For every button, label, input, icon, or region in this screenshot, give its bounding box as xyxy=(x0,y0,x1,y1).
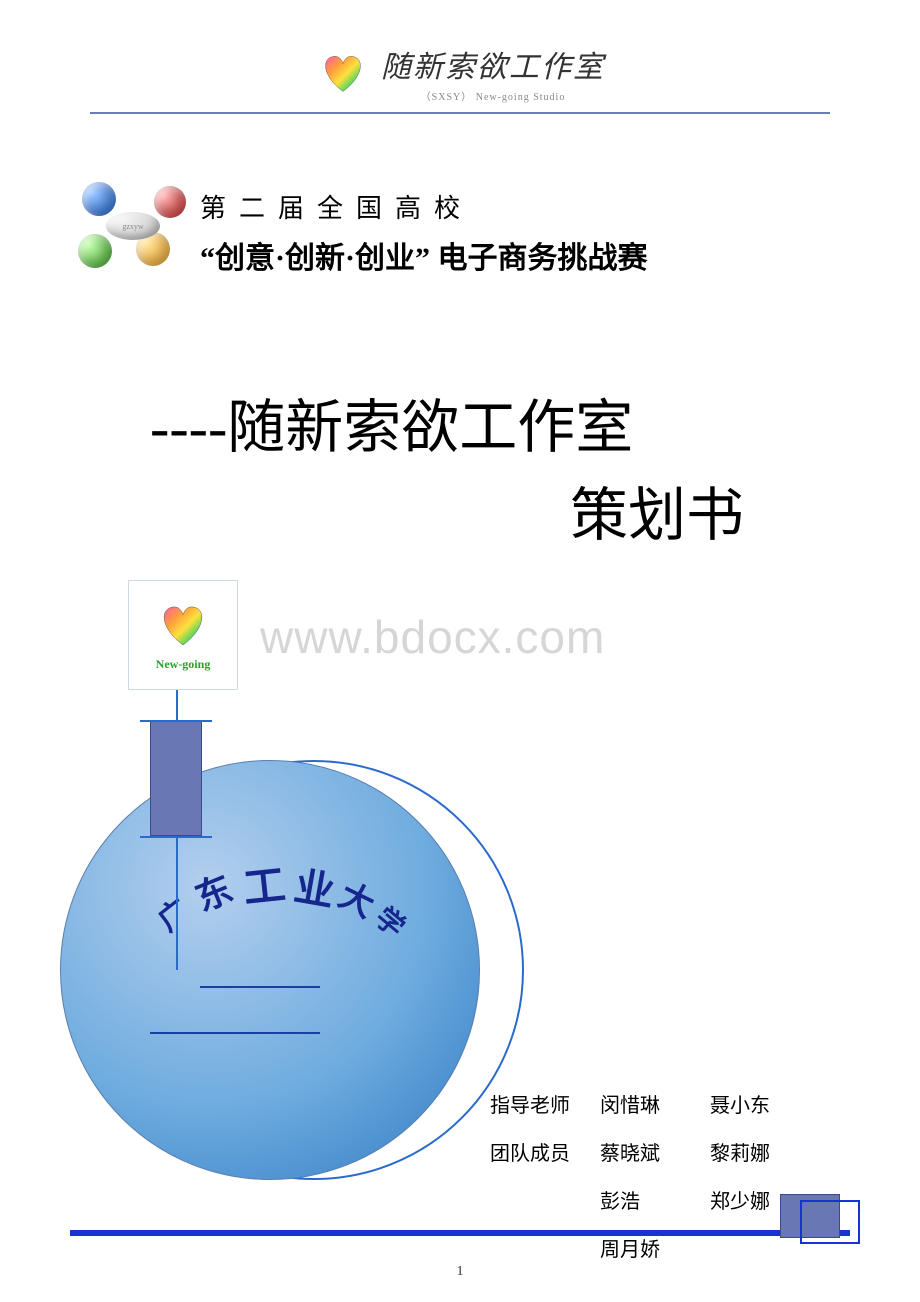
credit-name: 黎莉娜 xyxy=(710,1130,790,1178)
arc-char: 广 xyxy=(147,886,198,939)
circle-underline-1 xyxy=(200,986,320,988)
credits-label: 指导老师 xyxy=(490,1082,600,1130)
bar-block xyxy=(150,720,202,836)
main-title-line2: 策划书 xyxy=(570,468,744,552)
heart-icon xyxy=(315,49,371,97)
header-title-block: 随新索欲工作室 （SXSY） New-going Studio xyxy=(381,42,605,103)
competition-line2: “创意·创新·创业” 电子商务挑战赛 xyxy=(200,233,648,277)
ball-green-icon xyxy=(78,234,112,268)
ball-red-icon xyxy=(154,186,186,218)
credits-label: 团队成员 xyxy=(490,1130,600,1178)
studio-abbr: （SXSY） New-going Studio xyxy=(381,88,605,103)
circle-main: 广 东 工 业 大 学 xyxy=(60,760,480,1180)
ball-blue-icon xyxy=(82,182,116,216)
header-divider xyxy=(90,112,830,114)
credit-name: 聂小东 xyxy=(710,1082,790,1130)
arc-char: 学 xyxy=(367,897,414,946)
watermark-text: www.bdocx.com xyxy=(260,610,605,664)
credits-names: 彭浩 郑少娜 xyxy=(600,1178,790,1226)
competition-line1: 第二届全国高校 xyxy=(200,188,648,225)
footer-block-outline xyxy=(800,1200,860,1244)
arc-char: 东 xyxy=(187,860,240,922)
balls-logo: gzxyw xyxy=(78,180,188,275)
small-logo-text: New-going xyxy=(156,657,211,672)
studio-name: 随新索欲工作室 xyxy=(381,42,605,86)
credit-name: 彭浩 xyxy=(600,1178,680,1226)
credit-name: 郑少娜 xyxy=(710,1178,790,1226)
credits-names: 蔡晓斌 黎莉娜 xyxy=(600,1130,790,1178)
main-title-line1: ----随新索欲工作室 xyxy=(150,380,633,464)
bar-bottom-line xyxy=(140,836,212,838)
arc-char: 工 xyxy=(240,851,288,916)
credits-row: 指导老师 闵惜琳 聂小东 xyxy=(490,1082,790,1130)
credits-row: 彭浩 郑少娜 xyxy=(490,1178,790,1226)
competition-heading: gzxyw 第二届全国高校 “创意·创新·创业” 电子商务挑战赛 xyxy=(78,180,648,277)
header-logo-group: 随新索欲工作室 （SXSY） New-going Studio xyxy=(315,42,605,103)
heart-icon xyxy=(152,599,214,651)
arc-text-container: 广 东 工 业 大 学 xyxy=(61,761,479,1179)
competition-text: 第二届全国高校 “创意·创新·创业” 电子商务挑战赛 xyxy=(200,180,648,277)
credits-block: 指导老师 闵惜琳 聂小东 团队成员 蔡晓斌 黎莉娜 彭浩 郑少娜 周月娇 xyxy=(490,1082,790,1274)
credits-row: 团队成员 蔡晓斌 黎莉娜 xyxy=(490,1130,790,1178)
footer-divider xyxy=(70,1230,850,1236)
small-logo-box: New-going xyxy=(128,580,238,690)
page-header: 随新索欲工作室 （SXSY） New-going Studio xyxy=(0,42,920,103)
bar-top-line xyxy=(140,720,212,722)
credit-name: 闵惜琳 xyxy=(600,1082,680,1130)
ball-center-icon: gzxyw xyxy=(106,212,160,240)
credits-label xyxy=(490,1178,600,1226)
credits-names: 闵惜琳 聂小东 xyxy=(600,1082,790,1130)
page-number: 1 xyxy=(0,1264,920,1280)
circle-underline-2 xyxy=(150,1032,320,1034)
credit-name: 蔡晓斌 xyxy=(600,1130,680,1178)
